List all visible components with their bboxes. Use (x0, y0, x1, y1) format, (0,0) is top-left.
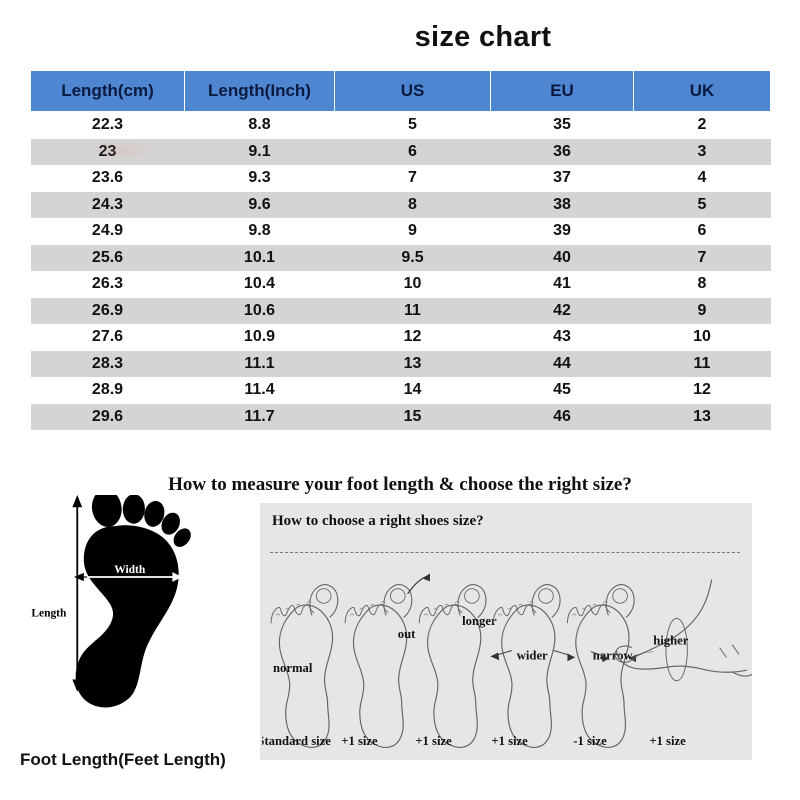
svg-text:+1 size: +1 size (649, 734, 686, 748)
svg-text:higher: higher (653, 634, 689, 648)
svg-text:out: out (398, 627, 416, 641)
svg-text:wider: wider (517, 648, 548, 662)
svg-text:+1 size: +1 size (491, 734, 528, 748)
svg-text:Length: Length (31, 607, 67, 619)
svg-text:longer: longer (462, 614, 497, 628)
svg-text:Width: Width (114, 564, 146, 576)
svg-text:-1 size: -1 size (573, 734, 607, 748)
svg-text:+1 size: +1 size (341, 734, 378, 748)
svg-text:narrow: narrow (593, 648, 634, 662)
svg-text:normal: normal (273, 661, 313, 675)
svg-text:+1 size: +1 size (415, 734, 452, 748)
svg-text:Standard size: Standard size (262, 734, 331, 748)
